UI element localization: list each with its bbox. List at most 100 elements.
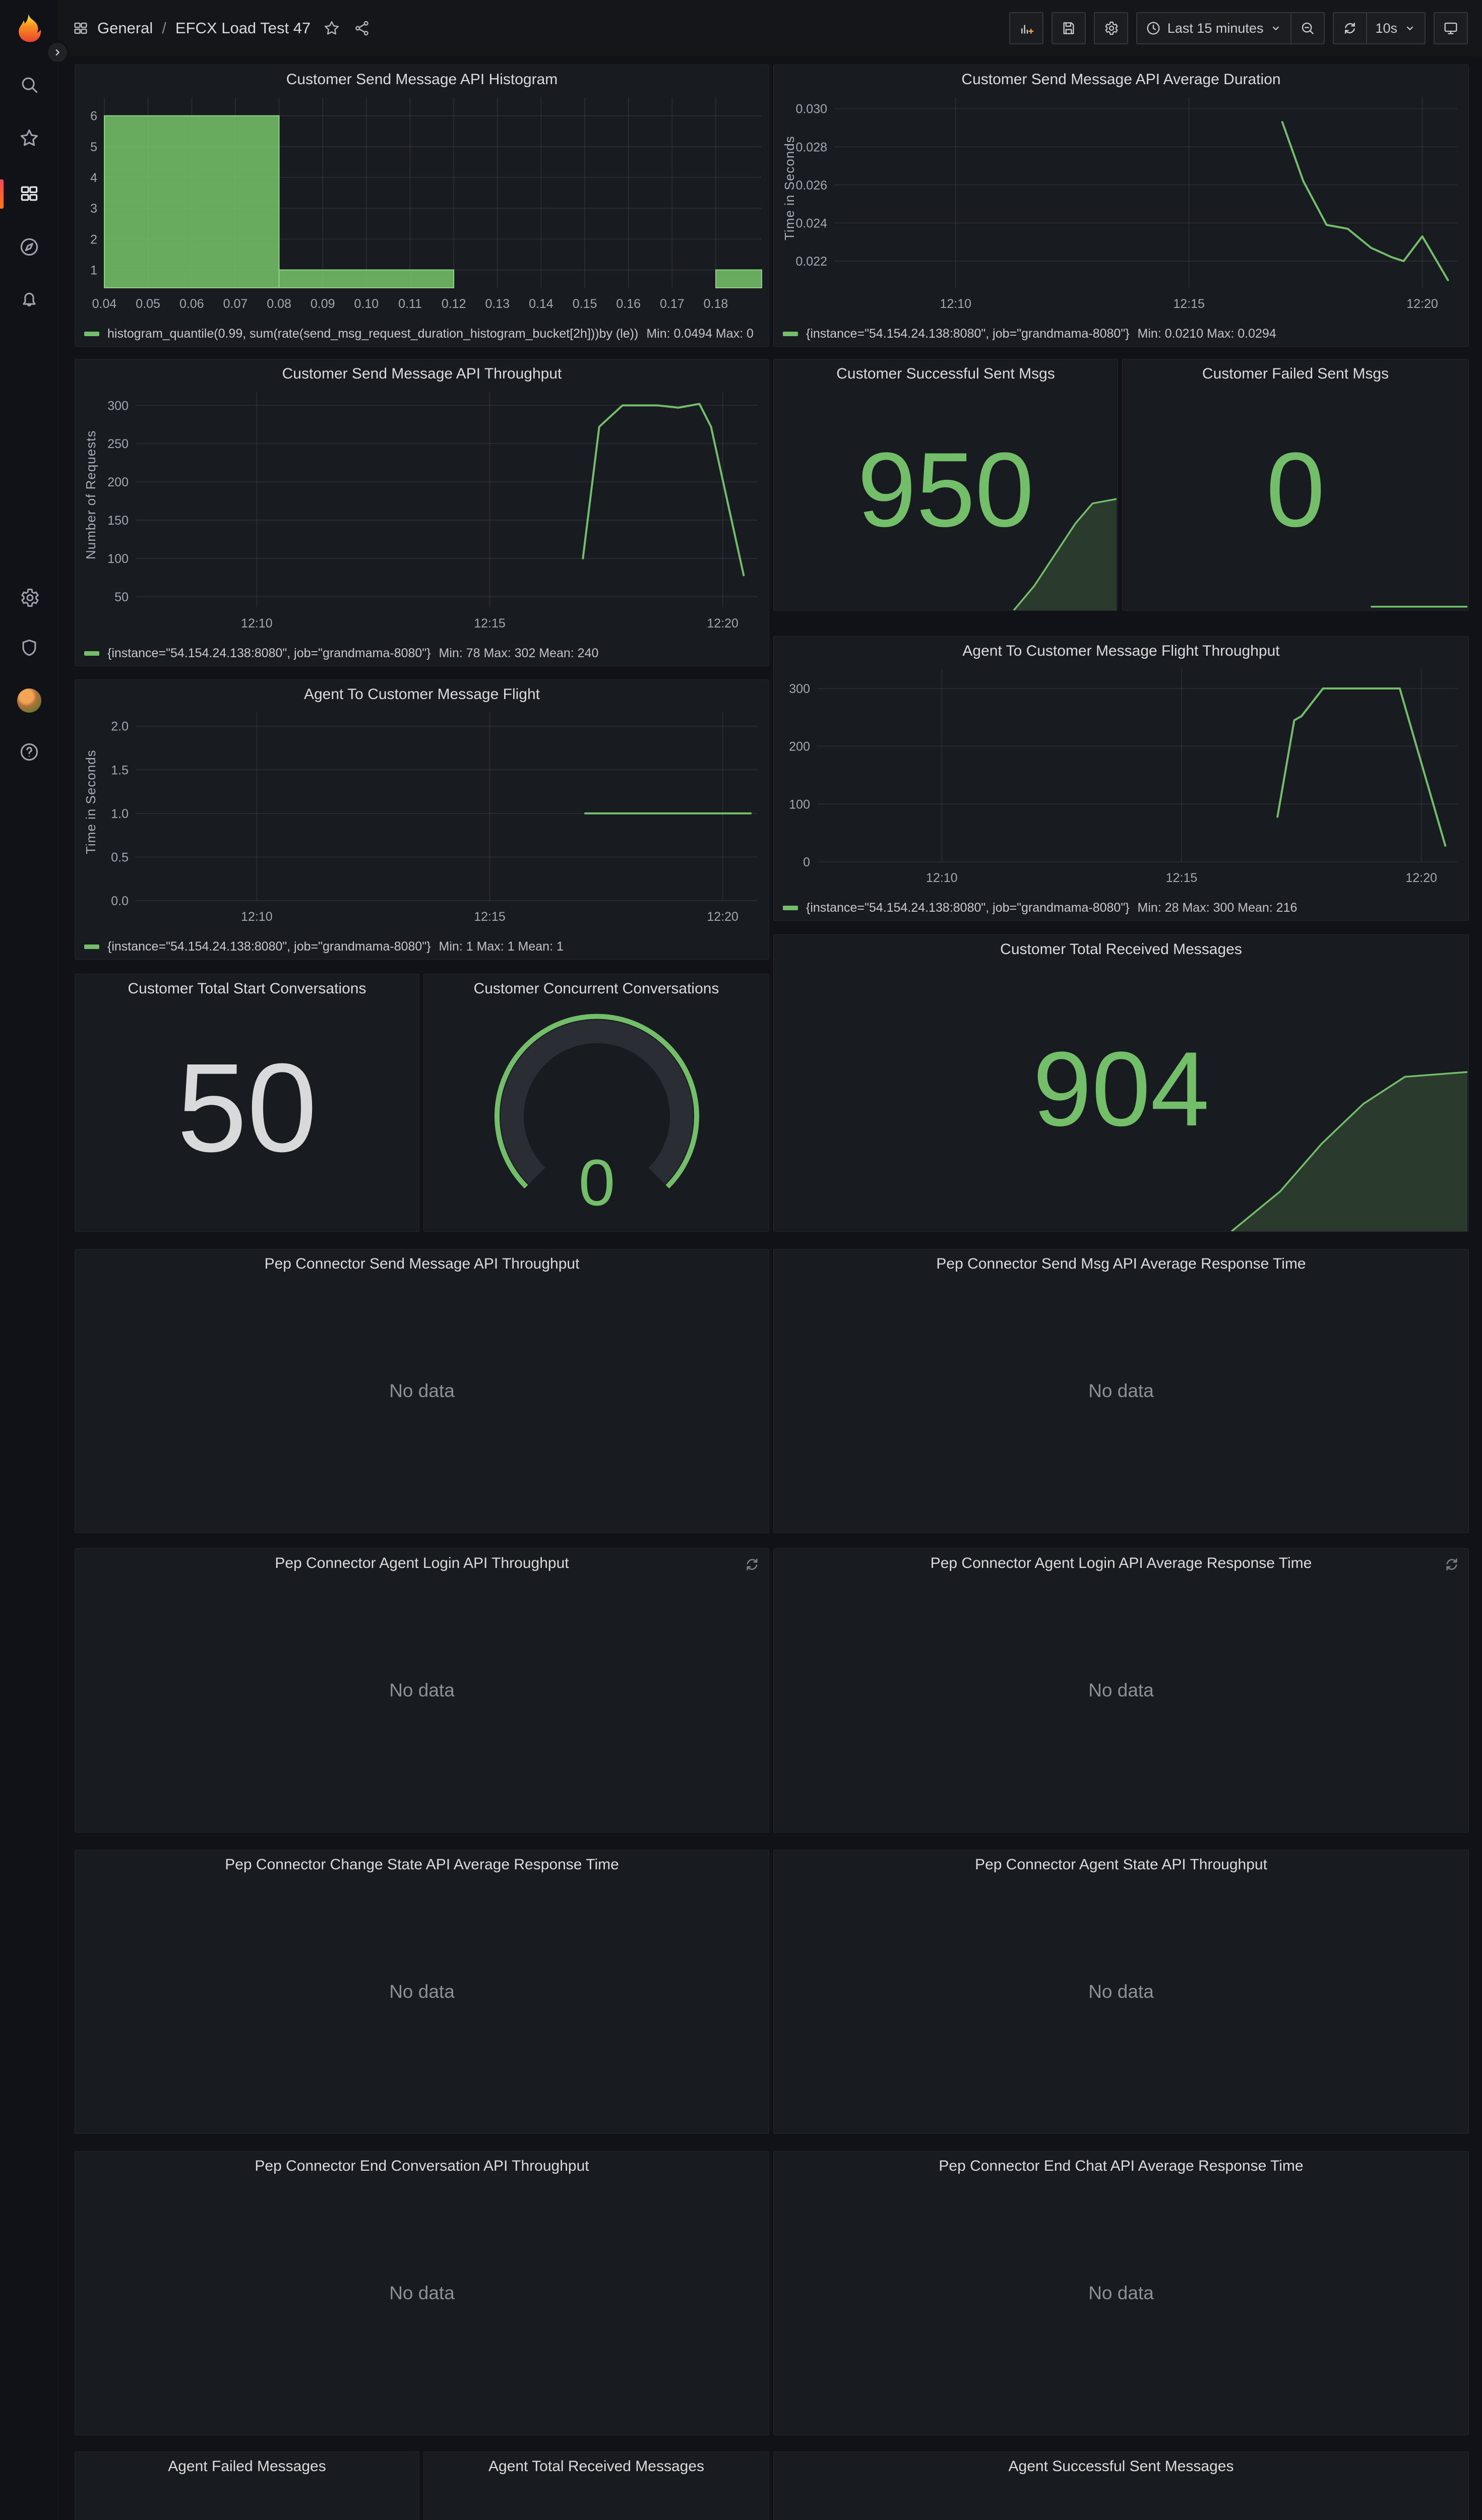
- panel-agent-failed-messages: Agent Failed MessagesNo data: [75, 2451, 419, 2520]
- search-icon: [22, 77, 38, 93]
- time-controls: Last 15 minutes: [1136, 12, 1325, 44]
- panel-refresh-icon[interactable]: [1443, 1556, 1460, 1573]
- refresh-button[interactable]: [1333, 12, 1368, 44]
- chart-plot[interactable]: 0 100 200 300 12:10 12:15 12:20: [774, 637, 1469, 921]
- panel-title[interactable]: Pep Connector Send Msg API Average Respo…: [936, 1255, 1306, 1272]
- svg-text:0.14: 0.14: [529, 297, 553, 311]
- kiosk-mode-button[interactable]: [1434, 12, 1468, 44]
- panel-agent-to-customer-message-flight-throughput: Agent To Customer Message Flight Through…: [773, 636, 1469, 921]
- sidebar-item-help[interactable]: [18, 741, 40, 763]
- legend-series-label[interactable]: histogram_quantile(0.99, sum(rate(send_m…: [107, 327, 639, 341]
- svg-text:6: 6: [90, 109, 97, 123]
- dashboard-title[interactable]: EFCX Load Test 47: [175, 19, 311, 37]
- panel-title[interactable]: Pep Connector Agent State API Throughput: [975, 1856, 1267, 1873]
- angle-right-icon: [55, 49, 59, 56]
- panel-title[interactable]: Agent To Customer Message Flight Through…: [962, 643, 1280, 659]
- panel-pep-connector-change-state-api-average-response-time: Pep Connector Change State API Average R…: [75, 1850, 769, 2134]
- legend-series-label[interactable]: {instance="54.154.24.138:8080", job="gra…: [107, 646, 431, 660]
- legend: {instance="54.154.24.138:8080", job="gra…: [783, 327, 1464, 341]
- panel-title[interactable]: Pep Connector Change State API Average R…: [225, 1856, 619, 1873]
- panel-customer-send-message-api-throughput: Customer Send Message API Throughput 50 10…: [75, 359, 769, 666]
- no-data-text: No data: [389, 1981, 455, 2002]
- legend: {instance="54.154.24.138:8080", job="gra…: [783, 901, 1464, 915]
- dashboard-header: General / EFCX Load Test 47: [58, 0, 1482, 56]
- panel-title[interactable]: Agent Failed Messages: [168, 2458, 326, 2475]
- svg-text:200: 200: [789, 740, 810, 754]
- panel-agent-successful-sent-messages: Agent Successful Sent Messages 950: [773, 2451, 1469, 2520]
- svg-text:100: 100: [107, 552, 129, 566]
- legend-series-chip[interactable]: [84, 332, 99, 336]
- help-icon: [20, 743, 38, 761]
- panel-title[interactable]: Agent Successful Sent Messages: [1008, 2458, 1234, 2475]
- zoom-out-button[interactable]: [1291, 12, 1325, 44]
- panel-customer-send-message-api-histogram: Customer Send Message API Histogram 1 2 3 4 5…: [75, 65, 769, 347]
- panel-title[interactable]: Customer Send Message API Histogram: [286, 71, 558, 88]
- svg-text:0.17: 0.17: [660, 297, 685, 311]
- zoom-out-icon: [1300, 20, 1316, 36]
- legend-series-label[interactable]: {instance="54.154.24.138:8080", job="gra…: [806, 901, 1130, 915]
- panel-title[interactable]: Pep Connector End Conversation API Throu…: [255, 2158, 589, 2174]
- legend-series-chip[interactable]: [84, 651, 99, 656]
- time-range-picker[interactable]: Last 15 minutes: [1136, 12, 1292, 44]
- panel-agent-total-received-messages: Agent Total Received Messages 900: [423, 2451, 769, 2520]
- panel-pep-connector-agent-login-api-average-response-time: Pep Connector Agent Login API Average Re…: [773, 1548, 1469, 1833]
- panel-title[interactable]: Pep Connector Send Message API Throughpu…: [264, 1255, 580, 1272]
- breadcrumb-section[interactable]: General: [97, 19, 153, 37]
- svg-text:150: 150: [107, 514, 129, 528]
- panel-customer-send-message-api-average-duration: Customer Send Message API Average Durati…: [773, 65, 1469, 347]
- expand-sidebar-button[interactable]: [45, 40, 70, 65]
- dashboard-settings-button[interactable]: [1093, 12, 1128, 44]
- panel-title[interactable]: Customer Failed Sent Msgs: [1202, 365, 1389, 382]
- panel-title[interactable]: Customer Total Received Messages: [1000, 941, 1242, 958]
- no-data-text: No data: [1088, 1981, 1154, 2002]
- stat-sparkline: [1371, 606, 1467, 608]
- save-dashboard-button[interactable]: [1051, 12, 1086, 44]
- panel-title[interactable]: Customer Send Message API Throughput: [282, 365, 562, 382]
- grafana-logo-icon[interactable]: [11, 11, 44, 44]
- star-dashboard-button[interactable]: [323, 19, 341, 37]
- panel-refresh-icon[interactable]: [744, 1556, 761, 1573]
- chart-plot[interactable]: 0.022 0.024 0.026 0.028 0.030 12:10 12:15 12:20: [774, 65, 1469, 347]
- sidebar-item-alerting[interactable]: [18, 288, 40, 310]
- legend-series-chip[interactable]: [783, 332, 798, 336]
- panel-title[interactable]: Customer Concurrent Conversations: [473, 980, 719, 997]
- sidebar-item-dashboards[interactable]: [18, 182, 40, 205]
- panel-title[interactable]: Pep Connector Agent Login API Average Re…: [930, 1555, 1312, 1571]
- svg-text:12:10: 12:10: [926, 871, 958, 885]
- user-avatar[interactable]: [17, 688, 41, 713]
- svg-text:0.5: 0.5: [111, 850, 129, 864]
- legend-series-label[interactable]: {instance="54.154.24.138:8080", job="gra…: [806, 327, 1130, 341]
- svg-text:0.030: 0.030: [795, 102, 827, 116]
- legend-series-chip[interactable]: [84, 944, 99, 949]
- chart-plot[interactable]: 0.0 0.5 1.0 1.5 2.0 12:10 12:15 12:20: [75, 680, 769, 960]
- share-dashboard-button[interactable]: [353, 19, 371, 37]
- sidebar-item-configuration[interactable]: [18, 587, 40, 609]
- panel-title[interactable]: Agent To Customer Message Flight: [303, 686, 540, 703]
- panel-title[interactable]: Customer Total Start Conversations: [128, 980, 366, 997]
- chart-plot[interactable]: 1 2 3 4 5 6 0.04 0.05 0.06 0.07 0.08 0.09 0.10 0.11 0.…: [75, 65, 769, 347]
- panel-title[interactable]: Agent Total Received Messages: [488, 2458, 705, 2475]
- svg-text:0.18: 0.18: [704, 297, 728, 311]
- sidebar-item-explore[interactable]: [18, 236, 40, 258]
- chart-plot[interactable]: 50 100 150 200 250 300 12:10 12:15 12:20: [75, 359, 769, 666]
- legend-series-label[interactable]: {instance="54.154.24.138:8080", job="gra…: [107, 939, 431, 954]
- legend-series-chip[interactable]: [783, 906, 798, 910]
- gear-icon: [21, 589, 39, 607]
- no-data-text: No data: [389, 1380, 455, 1401]
- sidebar-item-server-admin[interactable]: [18, 637, 40, 659]
- no-data-text: No data: [1088, 2283, 1154, 2303]
- add-panel-button[interactable]: [1009, 12, 1043, 44]
- svg-text:0.028: 0.028: [795, 140, 827, 154]
- sidebar-item-starred[interactable]: [18, 127, 40, 149]
- svg-text:0.10: 0.10: [354, 297, 379, 311]
- panel-title[interactable]: Customer Send Message API Average Durati…: [961, 71, 1281, 88]
- panel-title[interactable]: Customer Successful Sent Msgs: [836, 365, 1055, 382]
- refresh-interval-dropdown[interactable]: 10s: [1367, 12, 1426, 44]
- svg-text:12:20: 12:20: [707, 616, 738, 631]
- sidebar-item-search[interactable]: [18, 74, 40, 96]
- panel-title[interactable]: Pep Connector End Chat API Average Respo…: [939, 2158, 1304, 2174]
- panel-title[interactable]: Pep Connector Agent Login API Throughput: [275, 1555, 569, 1571]
- dashboards-icon: [21, 186, 38, 201]
- stat-sparkline: [1013, 498, 1117, 610]
- svg-text:12:20: 12:20: [1406, 297, 1438, 311]
